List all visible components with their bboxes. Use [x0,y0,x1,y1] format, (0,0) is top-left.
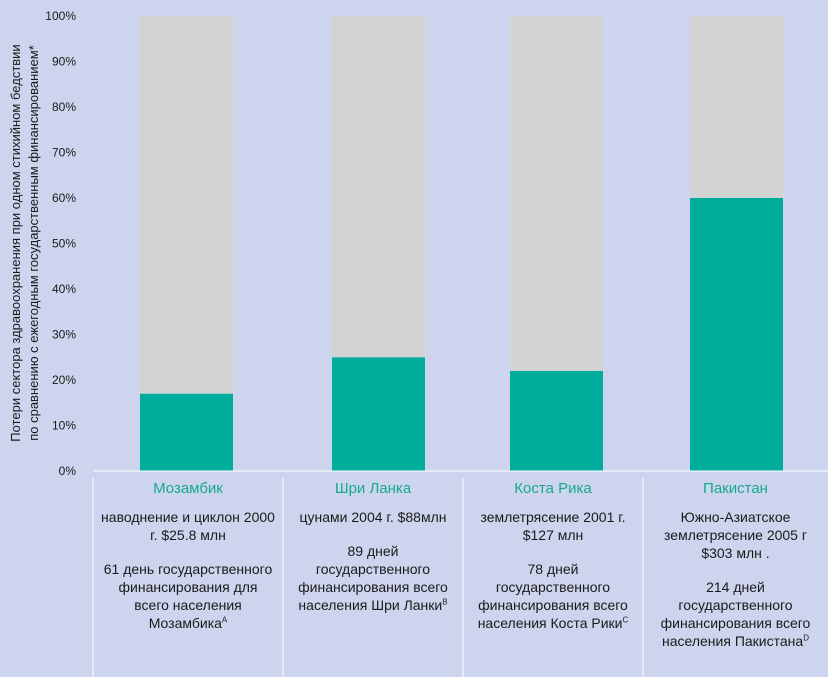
category-block: Мозамбик наводнение и циклон 2000 г. $25.… [93,480,283,677]
funding-text: 214 дней государственного финансирования… [660,579,811,649]
y-tick-label: 50% [52,237,76,251]
y-tick-label: 60% [52,191,76,205]
column-dividers [92,478,644,677]
y-tick-label: 10% [52,419,76,433]
disaster-event: цунами 2004 г. $88млн [299,509,447,525]
bar-health-loss [690,198,783,471]
bar-remainder [510,16,603,371]
y-tick-label: 90% [52,55,76,69]
y-tick-label: 80% [52,100,76,114]
y-tick-label: 0% [59,464,77,478]
category-block: Коста Рика землетрясение 2001 г. $127 млн… [463,480,643,677]
bar-health-loss [332,357,425,471]
footnote-marker: A [221,615,228,625]
category-label: Мозамбик [153,480,223,497]
category-label: Шри Ланка [334,480,412,497]
footnote-marker: D [803,633,809,643]
funding-comparison: 61 день государственного финансирования … [93,560,283,632]
bar-remainder [140,16,233,394]
bar-health-loss [140,393,233,471]
disaster-event: Южно-Азиатское землетрясение 2005 г $303… [664,509,807,561]
disaster-event: землетрясение 2001 г. $127 млн [480,509,626,543]
y-axis-title-line-2: по сравнению с ежегодным государственным… [26,45,41,441]
funding-text: 61 день государственного финансирования … [103,561,273,631]
y-tick-label: 100% [45,9,76,23]
funding-comparison: 78 дней государственного финансирования … [463,560,643,632]
y-tick-label: 70% [52,146,76,160]
category-block: Шри Ланка цунами 2004 г. $88млн 89 дней го… [283,480,463,677]
y-tick-label: 40% [52,282,76,296]
bar-remainder [332,16,425,358]
funding-text: 78 дней государственного финансирования … [477,561,628,631]
funding-text: 89 дней государственного финансирования … [298,543,448,613]
funding-comparison: 89 дней государственного финансирования … [283,542,463,614]
y-tick-label: 30% [52,328,76,342]
y-axis-ticks: 0% 10% 20% 30% 40% 50% 60% 70% 80% 90% 100% [45,9,76,478]
bars [140,16,783,471]
footnote-marker: B [442,597,448,607]
bar-health-loss [510,370,603,471]
category-label: Пакистан [703,480,768,497]
funding-comparison: 214 дней государственного финансирования… [643,578,828,650]
footnote-marker: C [622,615,629,625]
category-block: Пакистан Южно-Азиатское землетрясение 200… [643,480,828,677]
y-axis-title-line-1: Потери сектора здравоохранения при одном… [8,44,23,441]
y-tick-label: 20% [52,373,76,387]
disaster-event: наводнение и циклон 2000 г. $25.8 млн [101,509,275,543]
category-label: Коста Рика [514,480,592,497]
bar-remainder [690,16,783,198]
